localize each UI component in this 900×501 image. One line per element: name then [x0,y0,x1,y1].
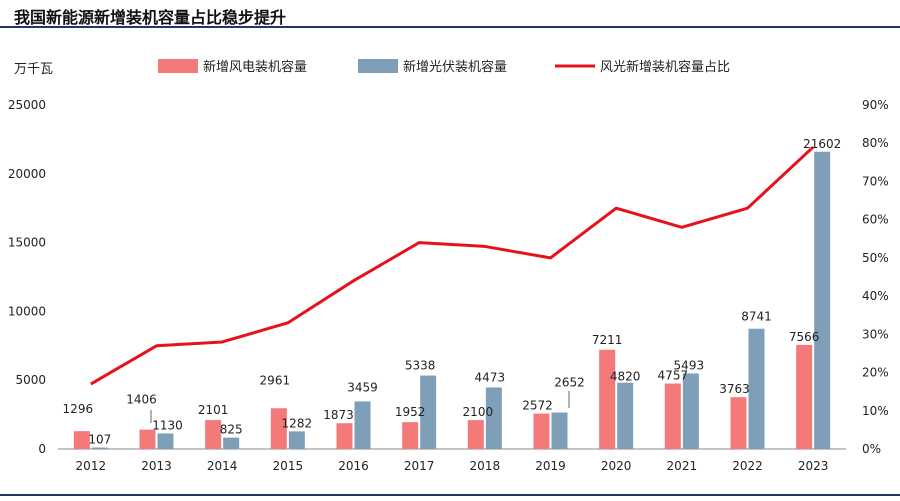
x-tick-label: 2023 [798,459,829,473]
solar-bar [485,387,502,449]
wind-value-label: 2101 [198,403,229,417]
legend-label-wind: 新增风电装机容量 [203,59,307,75]
wind-value-label: 3763 [719,382,750,396]
y-left-tick-label: 0 [38,442,46,456]
solar-value-label: 5338 [405,359,436,373]
x-tick-label: 2021 [667,459,698,473]
solar-bar [354,401,371,449]
solar-bar [157,433,174,449]
y-left-tick-label: 10000 [8,304,46,318]
x-tick-label: 2018 [470,459,501,473]
y-axis-unit: 万千瓦 [14,62,53,77]
y-right-tick-label: 80% [862,136,889,150]
x-tick-label: 2013 [141,459,172,473]
wind-bar [730,397,747,449]
wind-value-label: 1952 [395,405,426,419]
bottom-divider [0,494,900,496]
wind-bar [73,431,90,449]
solar-bar [682,373,699,449]
legend-swatch-solar [358,59,398,73]
wind-bar [467,420,484,449]
solar-value-label: 3459 [347,380,378,394]
y-right-tick-label: 50% [862,251,889,265]
wind-bar [599,349,616,449]
data-labels: 1296 107 1406 1130 2101 825 2961 1282 1873 3459 19… [63,137,842,447]
wind-value-label: 1873 [323,408,354,422]
y-left-tick-label: 15000 [8,236,46,250]
y-right-tick-label: 30% [862,327,889,341]
y-right-tick-label: 10% [862,404,889,418]
y-right-tick-label: 60% [862,213,889,227]
x-tick-label: 2020 [601,459,632,473]
legend-swatch-wind [158,59,198,73]
wind-value-label: 2572 [522,399,553,413]
wind-bar [533,413,550,449]
title-divider [0,26,900,28]
wind-bar [205,420,222,449]
legend-label-share: 风光新增装机容量占比 [600,59,730,75]
x-tick-label: 2019 [535,459,566,473]
solar-bar [814,151,831,450]
solar-bar [748,328,765,449]
share-line-path [90,145,815,386]
wind-value-label: 7211 [592,333,623,347]
x-tick-label: 2014 [207,459,238,473]
solar-value-label: 21602 [803,137,841,151]
solar-value-label: 107 [88,433,111,447]
wind-bar [796,344,813,449]
solar-value-label: 1130 [152,418,183,432]
y-left-tick-label: 25000 [8,98,46,112]
wind-bar [664,383,681,449]
x-tick-label: 2017 [404,459,435,473]
wind-value-label: 2100 [463,405,494,419]
y-right-tick-label: 90% [862,98,889,112]
bars [73,151,831,450]
legend-label-solar: 新增光伏装机容量 [403,59,507,75]
wind-value-label: 2961 [260,373,291,387]
wind-bar [336,423,353,449]
y-left-tick-label: 20000 [8,167,46,181]
wind-bar [139,429,156,449]
x-tick-label: 2012 [76,459,107,473]
solar-bar [420,375,437,449]
wind-bar [402,422,419,449]
legend: 新增风电装机容量 新增光伏装机容量 风光新增装机容量占比 [158,59,730,75]
solar-value-label: 5493 [674,358,705,372]
solar-value-label: 825 [220,423,243,437]
wind-value-label: 1296 [63,402,94,416]
y-right-tick-label: 70% [862,174,889,188]
solar-value-label: 2652 [554,376,585,390]
x-tick-label: 2022 [732,459,763,473]
y-right-tick-label: 40% [862,289,889,303]
wind-value-label: 7566 [789,330,820,344]
solar-bar [91,447,108,449]
wind-value-label: 4757 [658,369,689,383]
axes: 万千瓦 0 5000 10000 15000 20000 25000 0% 10% 20% 30% 4… [8,62,889,473]
y-left-tick-label: 5000 [15,373,46,387]
solar-value-label: 8741 [741,310,772,324]
solar-bar [551,412,568,449]
chart-title: 我国新能源新增装机容量占比稳步提升 [14,8,287,27]
solar-value-label: 1282 [282,416,313,430]
solar-value-label: 4473 [475,370,506,384]
solar-bar [223,437,240,449]
y-right-tick-label: 20% [862,366,889,380]
solar-value-label: 4820 [610,370,641,384]
solar-bar [617,382,634,449]
x-tick-label: 2015 [273,459,304,473]
solar-bar [288,431,305,449]
wind-value-label: 1406 [126,393,157,407]
wind-bar [270,408,287,449]
y-right-tick-label: 0% [862,442,881,456]
x-tick-label: 2016 [338,459,369,473]
share-line [90,145,815,386]
